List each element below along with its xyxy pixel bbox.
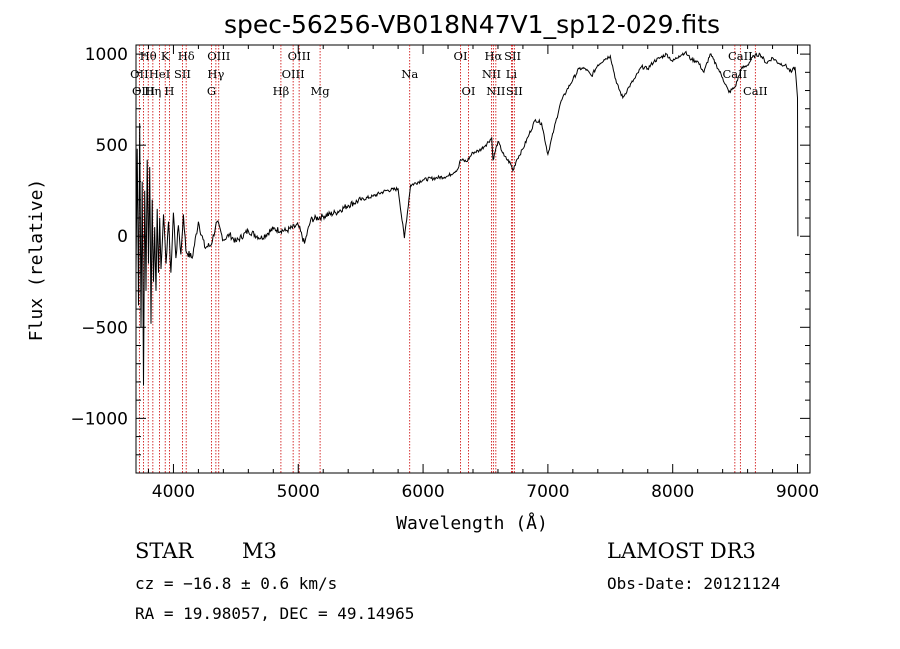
chart-title: spec-56256-VB018N47V1_sp12-029.fits (224, 10, 720, 39)
emission-line-label: Hη (144, 84, 161, 98)
y-tick-label: −1000 (70, 409, 128, 429)
emission-line-label: Hγ (207, 67, 224, 81)
emission-line-label: OII (130, 67, 149, 81)
emission-line-label: HeI (149, 67, 170, 81)
emission-line-label: OI (454, 49, 468, 63)
emission-line-label: Hβ (273, 84, 290, 98)
x-tick-label: 5000 (277, 482, 320, 502)
emission-line-label: OIII (282, 67, 305, 81)
emission-line-label: SII (504, 49, 521, 63)
emission-line-label: CaII (722, 67, 747, 81)
emission-lines (138, 45, 756, 473)
coordinates: RA = 19.98057, DEC = 49.14965 (135, 604, 415, 623)
subclass-label: M3 (242, 539, 277, 563)
x-tick-label: 7000 (526, 482, 569, 502)
emission-line-label: NII (482, 67, 501, 81)
plot-frame (135, 44, 811, 474)
emission-line-label: OIII (207, 49, 230, 63)
emission-line-label: NII (486, 84, 505, 98)
emission-line-label: OIII (288, 49, 311, 63)
x-tick-label: 9000 (776, 482, 819, 502)
emission-line-label: Hθ (140, 49, 157, 63)
emission-line-label: Hδ (178, 49, 195, 63)
cz-value: cz = −16.8 ± 0.6 km/s (135, 574, 338, 593)
emission-line-label: SII (506, 84, 523, 98)
x-tick-label: 4000 (152, 482, 195, 502)
x-axis-ticks: 4000 5000 6000 7000 8000 9000 (147, 45, 819, 502)
flux-series-line (135, 50, 799, 386)
y-tick-label: −500 (81, 318, 128, 338)
emission-line-label: Mg (311, 84, 331, 98)
y-tick-label: 1000 (85, 45, 128, 65)
class-label: STAR (135, 539, 194, 563)
emission-line-label: Li (506, 67, 518, 81)
y-tick-label: 500 (96, 136, 128, 156)
emission-line-label: Hα (484, 49, 502, 63)
emission-line-label: OIII (132, 84, 155, 98)
x-axis-label: Wavelength (Å) (396, 512, 548, 534)
survey-label: LAMOST DR3 (607, 539, 756, 563)
y-axis-ticks: −1000 −500 0 500 1000 (70, 45, 810, 456)
emission-line-label: G (207, 84, 216, 98)
emission-line-label: OI (462, 84, 476, 98)
obs-date: Obs-Date: 20121124 (607, 574, 781, 593)
x-tick-label: 6000 (401, 482, 444, 502)
emission-line-label: H (164, 84, 174, 98)
y-axis-label: Flux (relative) (26, 179, 47, 342)
emission-line-label: K (161, 49, 170, 63)
emission-line-label: CaII (743, 84, 768, 98)
emission-line-label: SII (174, 67, 191, 81)
y-tick-label: 0 (117, 227, 128, 247)
emission-line-label: CaII (728, 49, 753, 63)
x-tick-label: 8000 (651, 482, 694, 502)
emission-line-label: Na (401, 67, 418, 81)
